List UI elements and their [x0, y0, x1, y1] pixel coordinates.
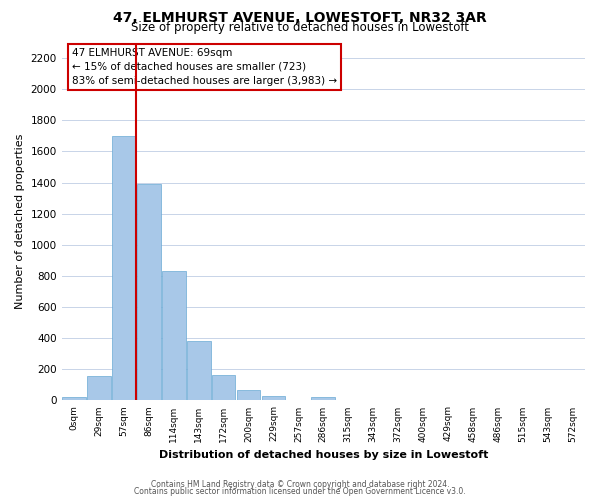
Bar [87, 376, 111, 400]
Text: Contains HM Land Registry data © Crown copyright and database right 2024.: Contains HM Land Registry data © Crown c… [151, 480, 449, 489]
Bar [212, 375, 235, 400]
Bar [137, 184, 161, 400]
Text: Contains public sector information licensed under the Open Government Licence v3: Contains public sector information licen… [134, 487, 466, 496]
Bar [237, 390, 260, 400]
Y-axis label: Number of detached properties: Number of detached properties [15, 134, 25, 309]
Bar [311, 396, 335, 400]
Bar [162, 272, 185, 400]
Text: 47 ELMHURST AVENUE: 69sqm
← 15% of detached houses are smaller (723)
83% of semi: 47 ELMHURST AVENUE: 69sqm ← 15% of detac… [72, 48, 337, 86]
Text: Size of property relative to detached houses in Lowestoft: Size of property relative to detached ho… [131, 21, 469, 34]
Bar [62, 398, 86, 400]
Text: 47, ELMHURST AVENUE, LOWESTOFT, NR32 3AR: 47, ELMHURST AVENUE, LOWESTOFT, NR32 3AR [113, 11, 487, 25]
X-axis label: Distribution of detached houses by size in Lowestoft: Distribution of detached houses by size … [158, 450, 488, 460]
Bar [187, 340, 211, 400]
Bar [112, 136, 136, 400]
Bar [262, 396, 286, 400]
